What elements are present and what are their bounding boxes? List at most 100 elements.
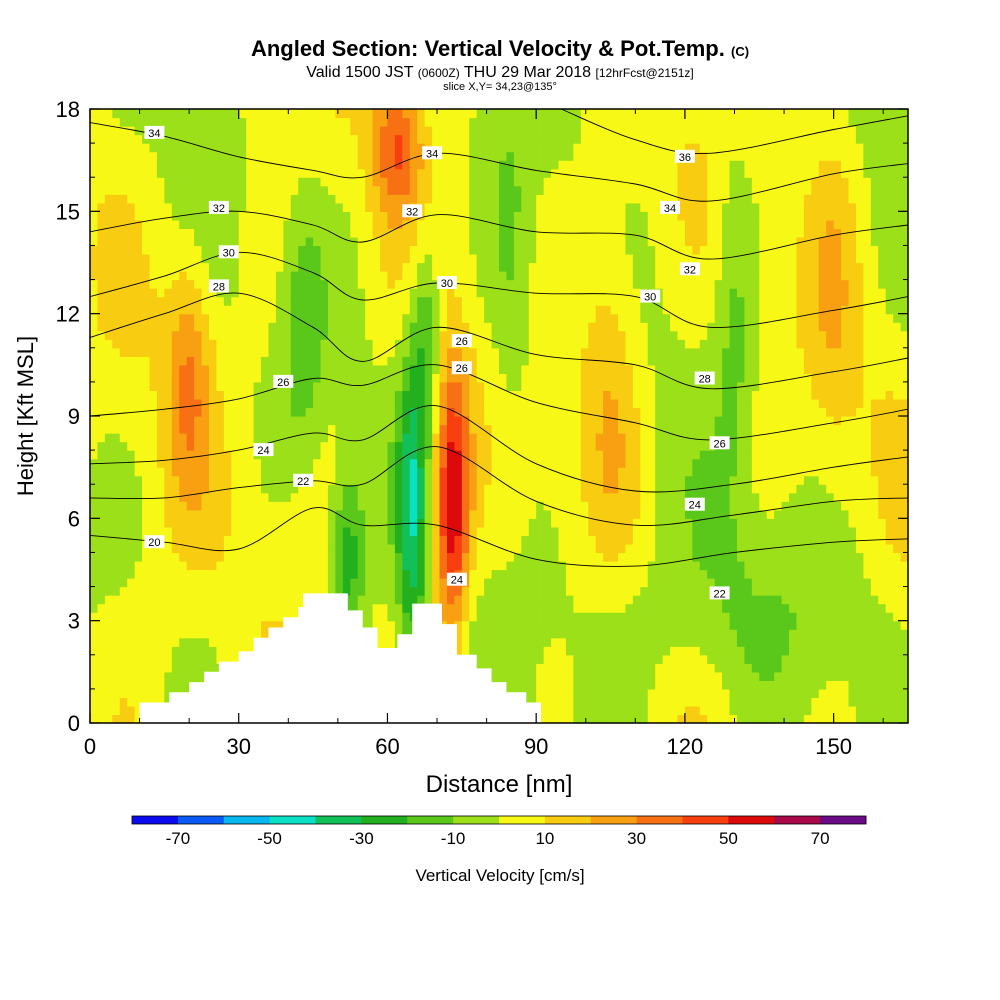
- velocity-cell: [744, 339, 753, 349]
- velocity-cell: [759, 646, 768, 656]
- velocity-cell: [491, 398, 500, 409]
- velocity-cell: [253, 612, 262, 622]
- velocity-cell: [632, 612, 641, 622]
- velocity-cell: [774, 680, 783, 690]
- velocity-cell: [179, 595, 188, 605]
- velocity-cell: [268, 612, 277, 622]
- velocity-cell: [603, 339, 612, 349]
- velocity-cell: [803, 509, 812, 519]
- velocity-cell: [142, 484, 151, 494]
- velocity-cell: [409, 492, 418, 502]
- velocity-cell: [803, 390, 812, 400]
- velocity-cell: [179, 535, 188, 545]
- velocity-cell: [818, 433, 827, 443]
- velocity-cell: [402, 509, 411, 519]
- velocity-cell: [446, 441, 455, 451]
- velocity-cell: [439, 407, 448, 417]
- velocity-cell: [149, 398, 158, 409]
- velocity-cell: [759, 433, 768, 443]
- velocity-cell: [528, 424, 537, 434]
- velocity-cell: [134, 484, 143, 494]
- velocity-cell: [759, 526, 768, 536]
- velocity-cell: [699, 484, 708, 494]
- velocity-cell: [640, 501, 649, 511]
- velocity-cell: [751, 688, 760, 699]
- velocity-cell: [134, 433, 143, 443]
- velocity-cell: [327, 450, 336, 460]
- velocity-cell: [885, 356, 894, 366]
- velocity-cell: [625, 484, 634, 494]
- velocity-cell: [803, 654, 812, 664]
- velocity-cell: [774, 441, 783, 451]
- velocity-cell: [268, 416, 277, 426]
- velocity-cell: [878, 560, 887, 571]
- velocity-cell: [238, 560, 247, 571]
- velocity-cell: [655, 526, 664, 536]
- velocity-cell: [684, 492, 693, 502]
- velocity-cell: [238, 526, 247, 536]
- velocity-cell: [119, 637, 128, 647]
- velocity-cell: [603, 595, 612, 605]
- velocity-cell: [476, 433, 485, 443]
- velocity-cell: [313, 356, 322, 366]
- velocity-cell: [164, 646, 173, 656]
- velocity-cell: [744, 433, 753, 443]
- velocity-cell: [499, 484, 508, 494]
- velocity-cell: [149, 560, 158, 571]
- velocity-cell: [684, 560, 693, 571]
- velocity-cell: [588, 450, 597, 460]
- velocity-cell: [588, 535, 597, 545]
- velocity-cell: [551, 569, 560, 579]
- velocity-cell: [491, 535, 500, 545]
- velocity-cell: [208, 663, 218, 673]
- velocity-cell: [476, 518, 485, 528]
- velocity-cell: [558, 526, 567, 536]
- velocity-cell: [142, 586, 151, 596]
- velocity-cell: [766, 450, 775, 460]
- velocity-cell: [268, 356, 277, 366]
- velocity-cell: [179, 552, 188, 562]
- velocity-cell: [640, 646, 649, 656]
- velocity-cell: [818, 467, 827, 477]
- velocity-cell: [461, 595, 470, 605]
- velocity-cell: [736, 671, 745, 681]
- velocity-cell: [766, 347, 775, 357]
- velocity-cell: [521, 560, 530, 571]
- velocity-cell: [893, 603, 902, 613]
- velocity-cell: [432, 450, 441, 460]
- velocity-cell: [439, 543, 448, 554]
- velocity-cell: [127, 714, 136, 723]
- velocity-cell: [253, 560, 262, 571]
- velocity-cell: [558, 381, 567, 392]
- velocity-cell: [588, 586, 597, 596]
- velocity-cell: [231, 560, 240, 571]
- velocity-cell: [796, 629, 805, 639]
- velocity-cell: [350, 484, 359, 494]
- velocity-cell: [372, 543, 381, 554]
- velocity-cell: [164, 441, 173, 451]
- velocity-cell: [848, 407, 857, 417]
- velocity-cell: [647, 535, 656, 545]
- velocity-cell: [841, 663, 850, 673]
- velocity-cell: [446, 458, 455, 468]
- velocity-cell: [863, 595, 872, 605]
- velocity-cell: [885, 637, 894, 647]
- velocity-cell: [766, 509, 775, 519]
- velocity-cell: [662, 526, 671, 536]
- velocity-cell: [90, 620, 99, 630]
- velocity-cell: [751, 398, 760, 409]
- velocity-cell: [380, 535, 389, 545]
- velocity-cell: [246, 646, 255, 656]
- velocity-cell: [796, 509, 805, 519]
- velocity-cell: [855, 552, 864, 562]
- velocity-cell: [662, 518, 671, 528]
- velocity-cell: [275, 364, 284, 374]
- velocity-cell: [900, 612, 908, 622]
- velocity-cell: [186, 595, 195, 605]
- velocity-cell: [528, 603, 537, 613]
- velocity-cell: [186, 586, 195, 596]
- velocity-cell: [305, 484, 314, 494]
- velocity-cell: [848, 339, 857, 349]
- velocity-cell: [900, 697, 908, 707]
- velocity-cell: [878, 441, 887, 451]
